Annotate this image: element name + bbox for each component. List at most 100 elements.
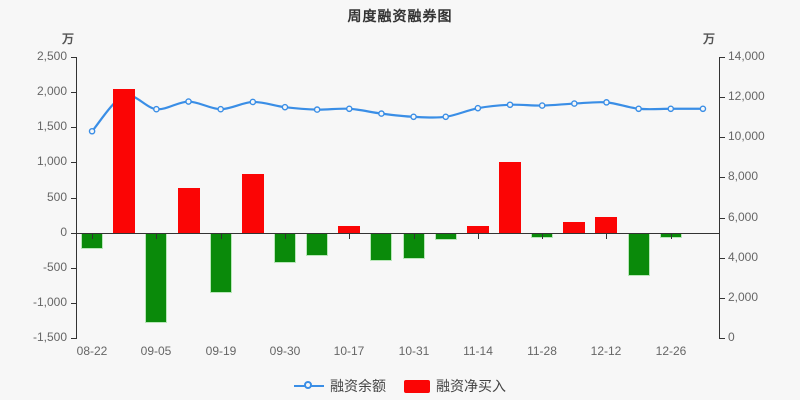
line-point-09-26[interactable]: [249, 98, 257, 106]
right-axis-line: [719, 57, 720, 339]
line-point-12-05[interactable]: [571, 100, 578, 107]
bar-swatch-icon: [404, 379, 430, 393]
bar-10-17[interactable]: [338, 226, 361, 233]
line-point-10-31[interactable]: [410, 113, 417, 121]
x-axis-label: 11-28: [527, 344, 557, 358]
x-axis-tick: [92, 233, 93, 239]
line-point-09-12[interactable]: [185, 98, 192, 105]
x-axis-label: 08-22: [76, 344, 108, 358]
line-point-11-21[interactable]: [506, 101, 514, 109]
left-axis-label: -500: [42, 260, 67, 274]
line-point-12-19[interactable]: [635, 105, 642, 113]
right-axis-tick: [720, 258, 725, 259]
left-axis-tick: [71, 92, 76, 93]
legend-item-bar[interactable]: 融资净买入: [404, 376, 506, 396]
legend-label-bar: 融资净买入: [436, 378, 506, 394]
bar-10-10[interactable]: [306, 232, 329, 256]
x-axis-label: 09-19: [205, 344, 237, 358]
line-path: [90, 93, 705, 133]
left-axis-tick: [71, 233, 76, 234]
x-axis-tick: [606, 233, 607, 239]
left-axis-label: -1,000: [32, 295, 67, 309]
right-axis-tick: [720, 218, 725, 219]
left-axis-tick: [71, 303, 76, 304]
right-axis-label: 14,000: [728, 49, 765, 63]
chart-legend: 融资余额 融资净买入: [0, 376, 800, 396]
x-axis-label: 12-26: [655, 344, 687, 358]
left-axis-label: 0: [60, 225, 67, 239]
right-axis-tick: [720, 57, 725, 58]
x-axis-tick: [671, 233, 672, 239]
line-series-svg: [88, 92, 707, 135]
left-axis-label: 500: [46, 190, 67, 204]
left-axis-line: [76, 57, 77, 339]
x-axis-tick: [349, 233, 350, 239]
line-point-10-10[interactable]: [313, 106, 321, 113]
x-axis-tick: [478, 233, 479, 239]
left-axis-label: 1,500: [36, 119, 67, 133]
line-point-12-26[interactable]: [667, 105, 675, 113]
x-axis-label: 09-05: [140, 344, 172, 358]
right-axis-label: 4,000: [728, 250, 759, 264]
line-point-09-30[interactable]: [281, 103, 289, 111]
x-axis-tick: [542, 233, 543, 239]
x-axis-label: 10-31: [398, 344, 430, 358]
line-point-09-19[interactable]: [217, 105, 224, 113]
right-axis-label: 0: [728, 330, 735, 344]
x-axis-tick: [285, 233, 286, 239]
bar-09-26[interactable]: [241, 173, 264, 233]
right-axis-tick: [720, 177, 725, 178]
line-point-11-07[interactable]: [442, 113, 450, 121]
legend-label-line: 融资余额: [330, 378, 386, 394]
line-point-12-12[interactable]: [603, 99, 610, 106]
legend-item-line[interactable]: 融资余额: [294, 376, 386, 396]
right-axis-label: 10,000: [728, 129, 765, 143]
plot-area: [76, 57, 719, 338]
line-point-09-05[interactable]: [153, 105, 160, 113]
right-axis-tick: [720, 298, 725, 299]
bar-08-29[interactable]: [113, 88, 136, 233]
right-axis-tick: [720, 338, 725, 339]
line-point-11-14[interactable]: [474, 104, 482, 112]
line-point-10-24[interactable]: [378, 110, 385, 117]
x-axis-tick: [221, 233, 222, 239]
bar-12-05[interactable]: [563, 222, 586, 233]
right-axis-unit: 万: [703, 32, 716, 46]
right-axis-label: 12,000: [728, 89, 765, 103]
line-point-11-28[interactable]: [538, 102, 546, 109]
left-axis-tick: [71, 198, 76, 199]
x-axis-tick: [156, 233, 157, 239]
bar-11-14[interactable]: [466, 226, 489, 233]
chart-title: 周度融资融券图: [347, 8, 453, 24]
right-axis-tick: [720, 97, 725, 98]
bar-09-05[interactable]: [145, 232, 168, 324]
line-point-01-02[interactable]: [699, 105, 707, 113]
left-axis-label: 1,000: [36, 154, 67, 168]
left-axis-tick: [71, 338, 76, 339]
bar-11-21[interactable]: [499, 161, 522, 233]
left-axis-label: 2,500: [36, 49, 67, 63]
bar-11-07[interactable]: [434, 232, 457, 241]
zero-baseline: [76, 232, 719, 234]
line-point-08-22[interactable]: [88, 127, 96, 135]
right-axis-label: 8,000: [728, 169, 759, 183]
right-axis-label: 2,000: [728, 290, 759, 304]
bar-12-12[interactable]: [595, 217, 618, 233]
left-axis-label: -1,500: [32, 330, 67, 344]
x-axis-label: 09-30: [269, 344, 301, 358]
x-axis-tick: [414, 233, 415, 239]
bar-10-24[interactable]: [370, 232, 393, 262]
bar-09-19[interactable]: [209, 232, 232, 294]
x-axis-label: 10-17: [333, 344, 365, 358]
bar-12-19[interactable]: [627, 232, 650, 277]
left-axis-unit: 万: [62, 32, 75, 46]
right-axis-label: 6,000: [728, 210, 759, 224]
left-axis-tick: [71, 268, 76, 269]
x-axis-label: 12-12: [590, 344, 622, 358]
bar-09-12[interactable]: [177, 187, 200, 233]
left-axis-tick: [71, 127, 76, 128]
line-marker-icon: [294, 379, 324, 393]
line-point-10-17[interactable]: [345, 105, 353, 113]
left-axis-tick: [71, 57, 76, 58]
